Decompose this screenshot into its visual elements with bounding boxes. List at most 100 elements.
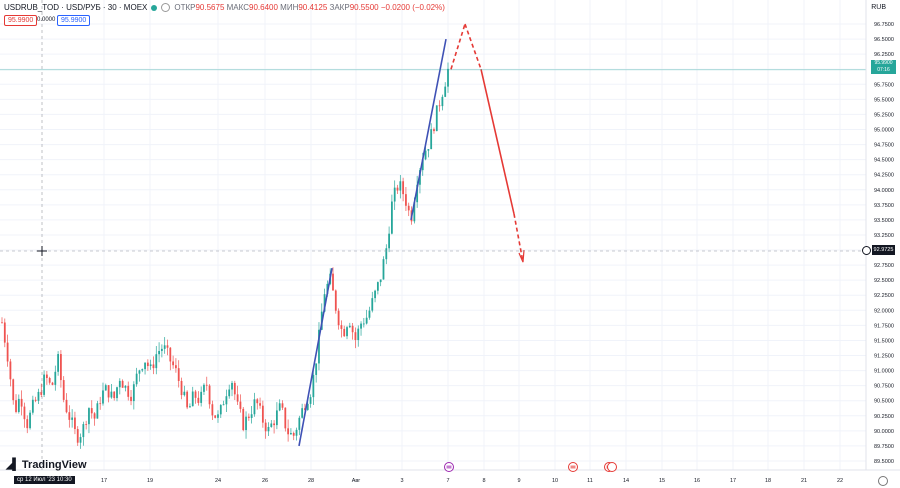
eye-icon[interactable] bbox=[161, 3, 171, 12]
candle-body bbox=[247, 416, 250, 418]
candle-body bbox=[99, 403, 102, 405]
price-tick-label: 95.0000 bbox=[874, 128, 894, 134]
trendline-1 bbox=[298, 267, 333, 447]
candle-body bbox=[413, 202, 416, 222]
candle-body bbox=[438, 105, 441, 107]
candle bbox=[160, 344, 163, 358]
candle-body bbox=[155, 354, 158, 369]
candle bbox=[250, 405, 253, 424]
candle bbox=[43, 370, 45, 398]
candle bbox=[45, 370, 48, 385]
candle-body bbox=[368, 310, 371, 318]
currency-label[interactable]: RUB bbox=[871, 4, 886, 11]
price-tick-label: 95.7500 bbox=[874, 82, 894, 88]
candle-series bbox=[1, 62, 449, 449]
candle-body bbox=[107, 385, 110, 398]
candle-body bbox=[208, 385, 211, 405]
candle bbox=[6, 334, 9, 367]
candle bbox=[74, 411, 76, 435]
candle bbox=[118, 378, 121, 395]
candle bbox=[382, 256, 385, 280]
candle bbox=[374, 289, 376, 303]
candle-body bbox=[351, 325, 354, 333]
add-alert-icon[interactable] bbox=[862, 246, 871, 255]
last-price-label: 95.9900 07:16 bbox=[871, 60, 896, 74]
symbol-title[interactable]: USDRUB_TOD · USD/РУБ · 30 · MOEX bbox=[4, 3, 148, 12]
candle bbox=[186, 390, 189, 410]
price-tick-label: 93.5000 bbox=[874, 218, 894, 224]
candle-body bbox=[416, 184, 419, 203]
candle-body bbox=[211, 404, 214, 416]
price-tick-label: 90.5000 bbox=[874, 399, 894, 405]
candle-body bbox=[26, 419, 29, 429]
candle bbox=[205, 376, 208, 391]
candle bbox=[191, 386, 194, 407]
candle bbox=[76, 426, 79, 446]
candle bbox=[315, 363, 318, 383]
candle-body bbox=[177, 368, 180, 381]
candle-body bbox=[12, 379, 15, 401]
candle bbox=[290, 428, 292, 435]
candle bbox=[301, 403, 304, 419]
candle-body bbox=[239, 401, 242, 409]
candle bbox=[365, 309, 368, 325]
sell-button[interactable]: 95.9900 bbox=[4, 15, 38, 26]
price-tick-label: 92.7500 bbox=[874, 263, 894, 269]
candle bbox=[146, 359, 149, 371]
candle-body bbox=[256, 399, 259, 404]
candle-body bbox=[180, 380, 183, 396]
time-tick-label: 18 bbox=[765, 478, 771, 484]
candle bbox=[253, 392, 256, 417]
candle-body bbox=[441, 96, 444, 107]
candle-body bbox=[278, 403, 281, 411]
candle-body bbox=[23, 406, 26, 420]
tradingview-logo[interactable]: ◢▍ TradingView bbox=[6, 458, 87, 472]
candle-body bbox=[399, 181, 402, 191]
candle bbox=[82, 421, 85, 446]
candle bbox=[309, 394, 312, 408]
candle-body bbox=[298, 417, 301, 430]
candle-body bbox=[323, 294, 326, 312]
candle bbox=[354, 327, 357, 349]
candle-body bbox=[200, 391, 203, 403]
price-tick-label: 93.2500 bbox=[874, 233, 894, 239]
candle-body bbox=[393, 187, 396, 202]
candle-body bbox=[433, 129, 435, 132]
price-tick-label: 91.0000 bbox=[874, 369, 894, 375]
candle-body bbox=[29, 412, 31, 429]
candle bbox=[430, 123, 433, 150]
candle-body bbox=[152, 364, 155, 369]
candle-body bbox=[110, 391, 113, 398]
time-tick-label: 21 bbox=[801, 478, 807, 484]
candle bbox=[93, 412, 96, 426]
buy-button[interactable]: 95.9900 bbox=[57, 15, 91, 26]
candle-body bbox=[354, 332, 357, 341]
time-tick-label: 14 bbox=[623, 478, 629, 484]
price-tick-label: 93.7500 bbox=[874, 203, 894, 209]
candle bbox=[34, 396, 37, 403]
candle bbox=[60, 350, 62, 388]
candle-body bbox=[362, 323, 365, 325]
candle-body bbox=[250, 414, 253, 418]
candle bbox=[318, 322, 320, 371]
candle-body bbox=[290, 432, 292, 435]
time-tick-label: 7 bbox=[446, 478, 449, 484]
candle bbox=[183, 385, 186, 397]
candle-body bbox=[183, 391, 186, 396]
us-flag-event-icon-stack bbox=[607, 462, 617, 472]
candle bbox=[351, 322, 354, 340]
candle-body bbox=[3, 322, 6, 343]
candle-body bbox=[337, 310, 340, 326]
candle bbox=[362, 317, 365, 328]
candle-body bbox=[360, 323, 362, 329]
event-markers bbox=[444, 462, 617, 472]
candle-body bbox=[138, 370, 141, 374]
chart-header: USDRUB_TOD · USD/РУБ · 30 · MOEX ОТКР90.… bbox=[4, 3, 445, 12]
candle-body bbox=[264, 422, 267, 432]
gear-icon[interactable] bbox=[878, 476, 888, 486]
forecast-arrowhead bbox=[518, 249, 525, 263]
candle bbox=[270, 420, 273, 428]
chart-grid bbox=[0, 0, 866, 470]
candle bbox=[435, 105, 438, 132]
